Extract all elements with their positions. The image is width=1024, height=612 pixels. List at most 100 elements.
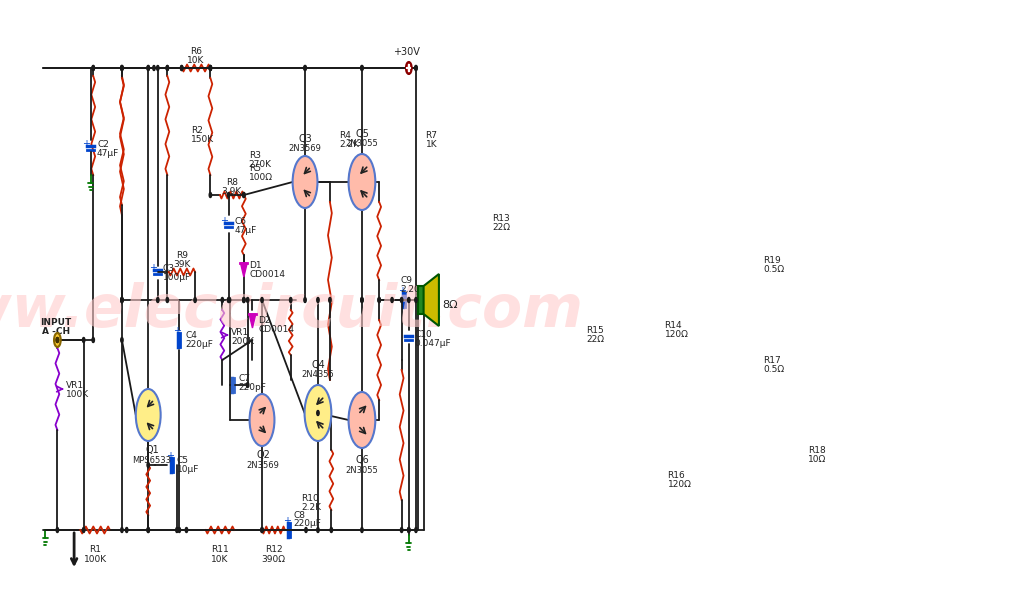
Text: Q5: Q5 xyxy=(355,129,369,139)
Circle shape xyxy=(121,65,123,70)
Circle shape xyxy=(247,297,249,302)
Text: MPS6533: MPS6533 xyxy=(132,456,172,465)
Circle shape xyxy=(121,297,123,302)
Circle shape xyxy=(147,463,150,468)
Circle shape xyxy=(92,65,94,70)
Text: 10K: 10K xyxy=(187,56,205,64)
Circle shape xyxy=(293,156,317,208)
Circle shape xyxy=(250,394,274,446)
Circle shape xyxy=(121,528,123,532)
Circle shape xyxy=(180,65,183,70)
Circle shape xyxy=(330,528,333,532)
Circle shape xyxy=(209,65,212,70)
Circle shape xyxy=(194,297,197,302)
Text: 22Ω: 22Ω xyxy=(493,223,511,231)
Text: Q4: Q4 xyxy=(311,360,325,370)
Text: 390Ω: 390Ω xyxy=(261,554,286,564)
Circle shape xyxy=(209,65,212,70)
Text: +: + xyxy=(82,139,90,149)
Circle shape xyxy=(304,65,306,70)
Circle shape xyxy=(261,297,263,302)
Circle shape xyxy=(121,337,123,343)
Text: 0.5Ω: 0.5Ω xyxy=(763,264,784,274)
Circle shape xyxy=(400,297,402,302)
Circle shape xyxy=(304,297,306,302)
Circle shape xyxy=(247,382,249,387)
Text: +: + xyxy=(173,326,181,336)
Text: Q2: Q2 xyxy=(256,450,270,460)
Circle shape xyxy=(228,297,230,302)
Text: D2: D2 xyxy=(258,316,270,324)
Text: R4: R4 xyxy=(340,130,351,140)
Text: 270K: 270K xyxy=(249,160,271,168)
Text: +: + xyxy=(150,263,157,273)
Text: VR1: VR1 xyxy=(66,381,84,389)
Text: 22Ω: 22Ω xyxy=(586,335,604,343)
Text: 2N3569: 2N3569 xyxy=(289,144,322,153)
Polygon shape xyxy=(424,274,439,326)
Circle shape xyxy=(136,389,161,441)
Circle shape xyxy=(408,297,410,302)
Circle shape xyxy=(56,528,58,532)
Text: R19: R19 xyxy=(763,255,781,264)
Text: 10Ω: 10Ω xyxy=(808,455,826,463)
Circle shape xyxy=(209,193,212,198)
Text: Q6: Q6 xyxy=(355,455,369,465)
Circle shape xyxy=(157,297,159,302)
Circle shape xyxy=(121,297,123,302)
Text: C8: C8 xyxy=(294,510,305,520)
Circle shape xyxy=(92,337,94,343)
Text: R8: R8 xyxy=(226,177,238,187)
Circle shape xyxy=(121,297,123,302)
Circle shape xyxy=(126,528,128,532)
Circle shape xyxy=(209,65,212,70)
Circle shape xyxy=(221,297,223,302)
Circle shape xyxy=(243,193,245,198)
Circle shape xyxy=(227,297,229,302)
Text: 2.2K: 2.2K xyxy=(340,140,359,149)
Circle shape xyxy=(121,65,123,70)
Text: 0.047μF: 0.047μF xyxy=(415,338,452,348)
Text: 47μF: 47μF xyxy=(234,225,257,234)
Text: R9: R9 xyxy=(176,250,187,259)
Text: R18: R18 xyxy=(808,446,825,455)
Text: 220μF: 220μF xyxy=(294,520,322,529)
Text: +: + xyxy=(220,216,227,226)
Circle shape xyxy=(304,385,332,441)
Circle shape xyxy=(147,65,150,70)
Text: 10μF: 10μF xyxy=(177,465,200,474)
Circle shape xyxy=(243,193,245,198)
Polygon shape xyxy=(241,263,247,277)
Polygon shape xyxy=(249,314,256,328)
Text: 1K: 1K xyxy=(426,140,437,149)
Text: 100Ω: 100Ω xyxy=(249,173,272,182)
Text: 100μF: 100μF xyxy=(163,272,190,282)
Text: R6: R6 xyxy=(190,47,202,56)
Text: R15: R15 xyxy=(586,326,604,335)
Circle shape xyxy=(153,65,156,70)
Circle shape xyxy=(176,528,178,532)
Circle shape xyxy=(415,297,417,302)
Circle shape xyxy=(316,411,319,416)
Circle shape xyxy=(400,528,402,532)
Text: Q3: Q3 xyxy=(298,134,312,144)
Text: R5: R5 xyxy=(249,163,261,173)
Text: 2,200μF: 2,200μF xyxy=(400,285,436,294)
Circle shape xyxy=(166,65,169,70)
Text: +: + xyxy=(283,516,291,526)
Text: C5: C5 xyxy=(177,455,188,465)
Circle shape xyxy=(391,297,393,302)
Text: C2: C2 xyxy=(97,140,109,149)
Circle shape xyxy=(56,337,58,343)
Text: R14: R14 xyxy=(665,321,682,329)
Text: C4: C4 xyxy=(185,330,197,340)
Text: 3.9K: 3.9K xyxy=(222,187,242,195)
Circle shape xyxy=(166,297,169,302)
Circle shape xyxy=(166,65,169,70)
Circle shape xyxy=(348,392,376,448)
Circle shape xyxy=(408,528,410,532)
Circle shape xyxy=(290,297,292,302)
Text: 150K: 150K xyxy=(191,135,214,143)
Text: 100K: 100K xyxy=(66,389,89,398)
Text: 10K: 10K xyxy=(211,554,228,564)
